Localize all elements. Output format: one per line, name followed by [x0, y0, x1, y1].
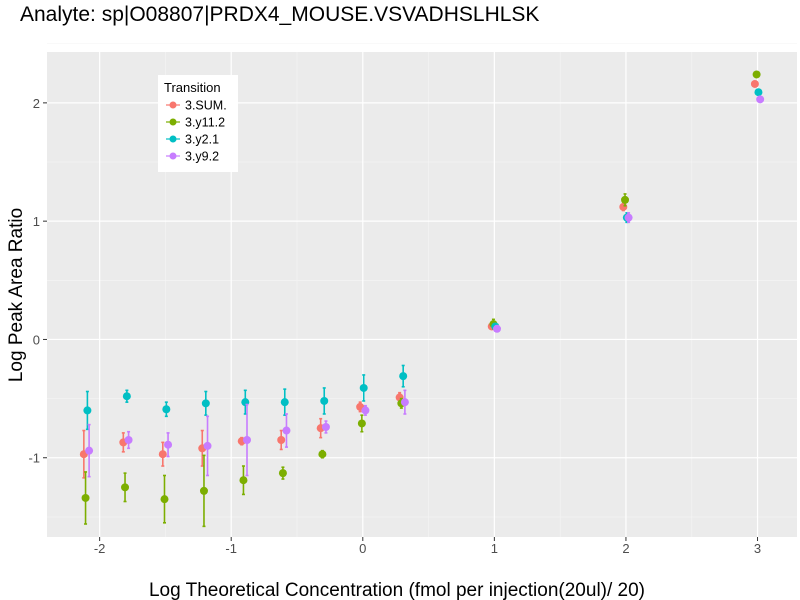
legend-label: 3.SUM. [185, 99, 227, 113]
data-point [400, 398, 409, 407]
x-tick-label: 1 [491, 541, 498, 556]
data-point [81, 493, 90, 502]
data-point [280, 398, 289, 407]
x-tick-label: 3 [754, 541, 761, 556]
axis-ticks: -2 -1 0 1 2 3 -1 0 1 2 [28, 96, 761, 556]
legend: Transition 3.SUM. 3.y11.2 3.y2.1 3.y9.2 [158, 75, 238, 172]
data-point [124, 436, 133, 444]
legend-label: 3.y9.2 [185, 150, 219, 164]
data-marks [79, 70, 765, 528]
data-point [493, 324, 501, 333]
data-point [619, 202, 628, 211]
legend-title: Transition [164, 80, 221, 95]
data-point [160, 495, 169, 504]
x-tick-label: -2 [94, 541, 106, 556]
legend-label: 3.y11.2 [185, 116, 225, 130]
x-tick-label: 2 [622, 541, 629, 556]
data-point [754, 88, 763, 97]
data-point [756, 95, 765, 104]
data-point [318, 450, 327, 459]
data-point [399, 372, 408, 381]
legend-key-point [169, 118, 177, 126]
data-point [162, 405, 171, 414]
data-point [158, 450, 167, 459]
data-point [85, 446, 94, 455]
data-point [83, 406, 92, 415]
y-tick-label: -1 [28, 451, 40, 466]
data-point [357, 419, 366, 428]
data-point [621, 195, 630, 204]
data-point [239, 476, 248, 485]
data-point [361, 406, 370, 415]
data-point [750, 79, 759, 88]
data-point [278, 469, 287, 478]
data-point [122, 392, 131, 401]
data-point [752, 70, 761, 79]
legend-key-point [169, 101, 177, 109]
y-axis-label: Log Peak Area Ratio [6, 208, 27, 382]
data-point [199, 486, 208, 495]
data-point [359, 383, 368, 392]
data-point [201, 399, 210, 408]
data-point [282, 426, 291, 435]
data-point [277, 436, 286, 444]
x-axis-label: Log Theoretical Concentration (fmol per … [149, 580, 645, 600]
y-tick-label: 1 [33, 214, 40, 229]
y-tick-label: 2 [33, 96, 40, 111]
data-point [320, 396, 329, 405]
legend-key-point [169, 135, 177, 143]
legend-key-point [169, 152, 177, 160]
data-point [243, 436, 251, 444]
data-point [321, 422, 330, 431]
legend-label: 3.y2.1 [185, 133, 219, 147]
data-point [203, 441, 212, 450]
data-point [624, 213, 633, 222]
data-point [121, 483, 130, 492]
x-tick-label: 0 [359, 541, 366, 556]
data-point [164, 440, 173, 449]
y-tick-label: 0 [33, 332, 40, 347]
chart-title: Analyte: sp|O08807|PRDX4_MOUSE.VSVADHSLH… [20, 3, 539, 26]
x-tick-label: -1 [225, 541, 237, 556]
